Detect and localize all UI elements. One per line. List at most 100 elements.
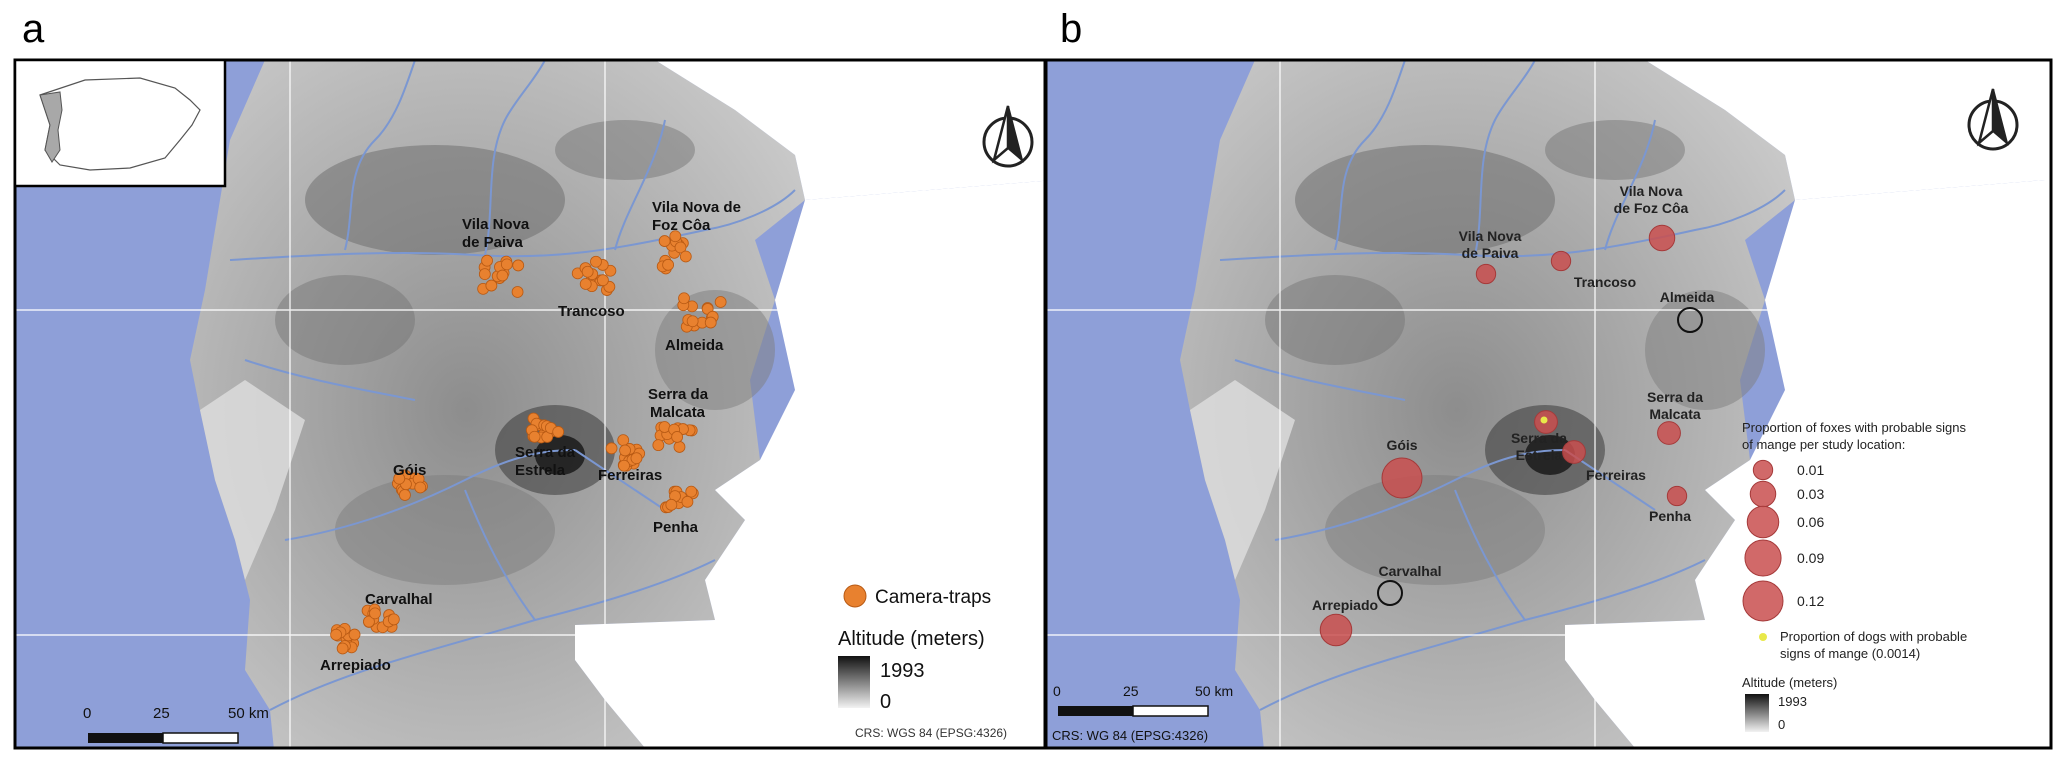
fox-mange-symbol: [1666, 485, 1688, 507]
dog-mange-symbol: [1540, 416, 1548, 424]
fox-mange-symbol: [1550, 250, 1572, 272]
fox-mange-symbol: [1648, 224, 1676, 252]
camera-trap-marker: [581, 265, 594, 278]
camera-trap-marker: [686, 315, 699, 328]
camera-trap-marker: [399, 489, 411, 501]
label-trancoso: Trancoso: [1574, 274, 1636, 290]
camera-trap-marker: [679, 250, 692, 263]
camera-trap-marker: [511, 286, 524, 298]
camera-trap-marker: [496, 269, 509, 282]
label-gois: Góis: [393, 462, 426, 479]
panel-b: b Vila Nova de Foz Côa Vila Nova de Paiva …: [1044, 7, 2053, 750]
dog-legend-icon: [1759, 633, 1767, 641]
fox-legend-circle: [1744, 539, 1782, 577]
camera-trap-marker: [665, 498, 678, 511]
fox-mange-symbol: [1677, 307, 1703, 333]
scalebar-b: 0 25 50 km CRS: WG 84 (EPSG:4326): [1052, 683, 1233, 743]
altitude-max: 1993: [880, 660, 925, 682]
fox-mange-symbol: [1475, 263, 1497, 285]
label-arrepiado: Arrepiado: [320, 657, 391, 674]
camera-trap-marker: [619, 444, 631, 457]
label-arrepiado: Arrepiado: [1312, 597, 1378, 613]
camera-trap-marker: [330, 628, 343, 641]
camera-trap-marker: [605, 442, 618, 455]
camera-trap-marker: [393, 472, 406, 485]
camera-trap-marker: [590, 255, 602, 268]
label-serra-da-estrela: Serra da: [515, 444, 576, 461]
camera-trap-marker: [673, 441, 686, 453]
label-ferreiras: Ferreiras: [598, 467, 662, 484]
camera-traps-label: Camera-traps: [875, 587, 991, 608]
north-arrow-icon: [982, 105, 1034, 168]
camera-trap-marker: [387, 613, 400, 626]
fox-mange-symbol: [1377, 580, 1403, 606]
camera-trap-marker: [714, 296, 727, 308]
label-almeida: Almeida: [665, 337, 724, 354]
legend-b: Proportion of foxes with probable signs o…: [1742, 420, 1967, 732]
fox-legend-value: 0.06: [1797, 514, 1824, 530]
camera-trap-cluster: [656, 230, 692, 275]
scale-tick-0: 0: [83, 705, 91, 722]
label-penha: Penha: [1649, 508, 1691, 524]
fox-legend-title: Proportion of foxes with probable signs: [1742, 420, 1967, 435]
camera-trap-legend-icon: [843, 584, 867, 608]
camera-trap-cluster: [652, 421, 698, 453]
fox-mange-symbol: [1562, 440, 1586, 464]
label-serra-da-estrela: Serra da: [1511, 430, 1567, 446]
camera-trap-marker: [579, 278, 592, 290]
camera-trap-marker: [671, 431, 684, 443]
place-labels-b: Vila Nova de Foz Côa Vila Nova de Paiva Tr…: [1312, 183, 1715, 613]
camera-trap-marker: [481, 254, 493, 267]
label-vila-nova-de-paiva: Vila Nova: [462, 216, 530, 233]
camera-trap-marker: [685, 485, 698, 498]
scale-tick-50: 50 km: [1195, 683, 1233, 699]
panel-letter: a: [22, 7, 45, 51]
fox-legend-value: 0.09: [1797, 550, 1824, 566]
camera-trap-marker: [512, 259, 525, 272]
iberia-inset: [13, 58, 227, 188]
fox-mange-symbols: [1319, 224, 1703, 647]
fox-legend-circle: [1742, 580, 1784, 622]
camera-trap-marker: [500, 258, 513, 271]
label-ferreiras: Ferreiras: [1586, 467, 1646, 483]
map-frame: [1044, 58, 2053, 750]
label-almeida: Almeida: [1660, 289, 1715, 305]
legend-a: Camera-traps Altitude (meters) 1993 0 CR…: [838, 584, 1007, 740]
camera-trap-cluster: [660, 485, 699, 514]
camera-trap-marker: [478, 268, 491, 281]
label-carvalhal: Carvalhal: [1378, 563, 1441, 579]
camera-trap-markers: [330, 230, 727, 655]
fox-legend-circle: [1749, 480, 1777, 508]
label-serra-da-malcata: Serra da: [1647, 389, 1703, 405]
scale-tick-25: 25: [1123, 683, 1139, 699]
camera-trap-marker: [662, 258, 675, 271]
label-carvalhal: Carvalhal: [365, 591, 433, 608]
fox-legend-classes: 0.01 0.03 0.06 0.09 0.12: [1742, 459, 1824, 622]
fox-mange-symbol: [1657, 421, 1681, 445]
fox-legend-value: 0.03: [1797, 486, 1824, 502]
scale-tick-50: 50 km: [228, 705, 269, 722]
camera-trap-marker: [669, 230, 682, 243]
camera-trap-marker: [678, 292, 690, 305]
fox-mange-symbol: [1381, 457, 1423, 499]
fox-legend-value: 0.12: [1797, 593, 1824, 609]
label-vila-nova-de-paiva: Vila Nova: [1459, 228, 1522, 244]
camera-trap-marker: [618, 459, 630, 472]
altitude-max: 1993: [1778, 694, 1807, 709]
altitude-title: Altitude (meters): [1742, 675, 1837, 690]
camera-trap-cluster: [477, 254, 525, 298]
svg-text:Proportion of foxes with proba: Proportion of foxes with probable signs o…: [1742, 420, 1967, 452]
altitude-title: Altitude (meters): [838, 628, 985, 650]
label-vila-nova-de-foz-coa: Vila Nova de: [652, 199, 741, 216]
place-labels-a: Vila Nova de Paiva Vila Nova de Foz Côa Tr…: [320, 199, 741, 674]
crs-label: CRS: WG 84 (EPSG:4326): [1052, 728, 1208, 743]
camera-trap-cluster: [525, 412, 565, 444]
